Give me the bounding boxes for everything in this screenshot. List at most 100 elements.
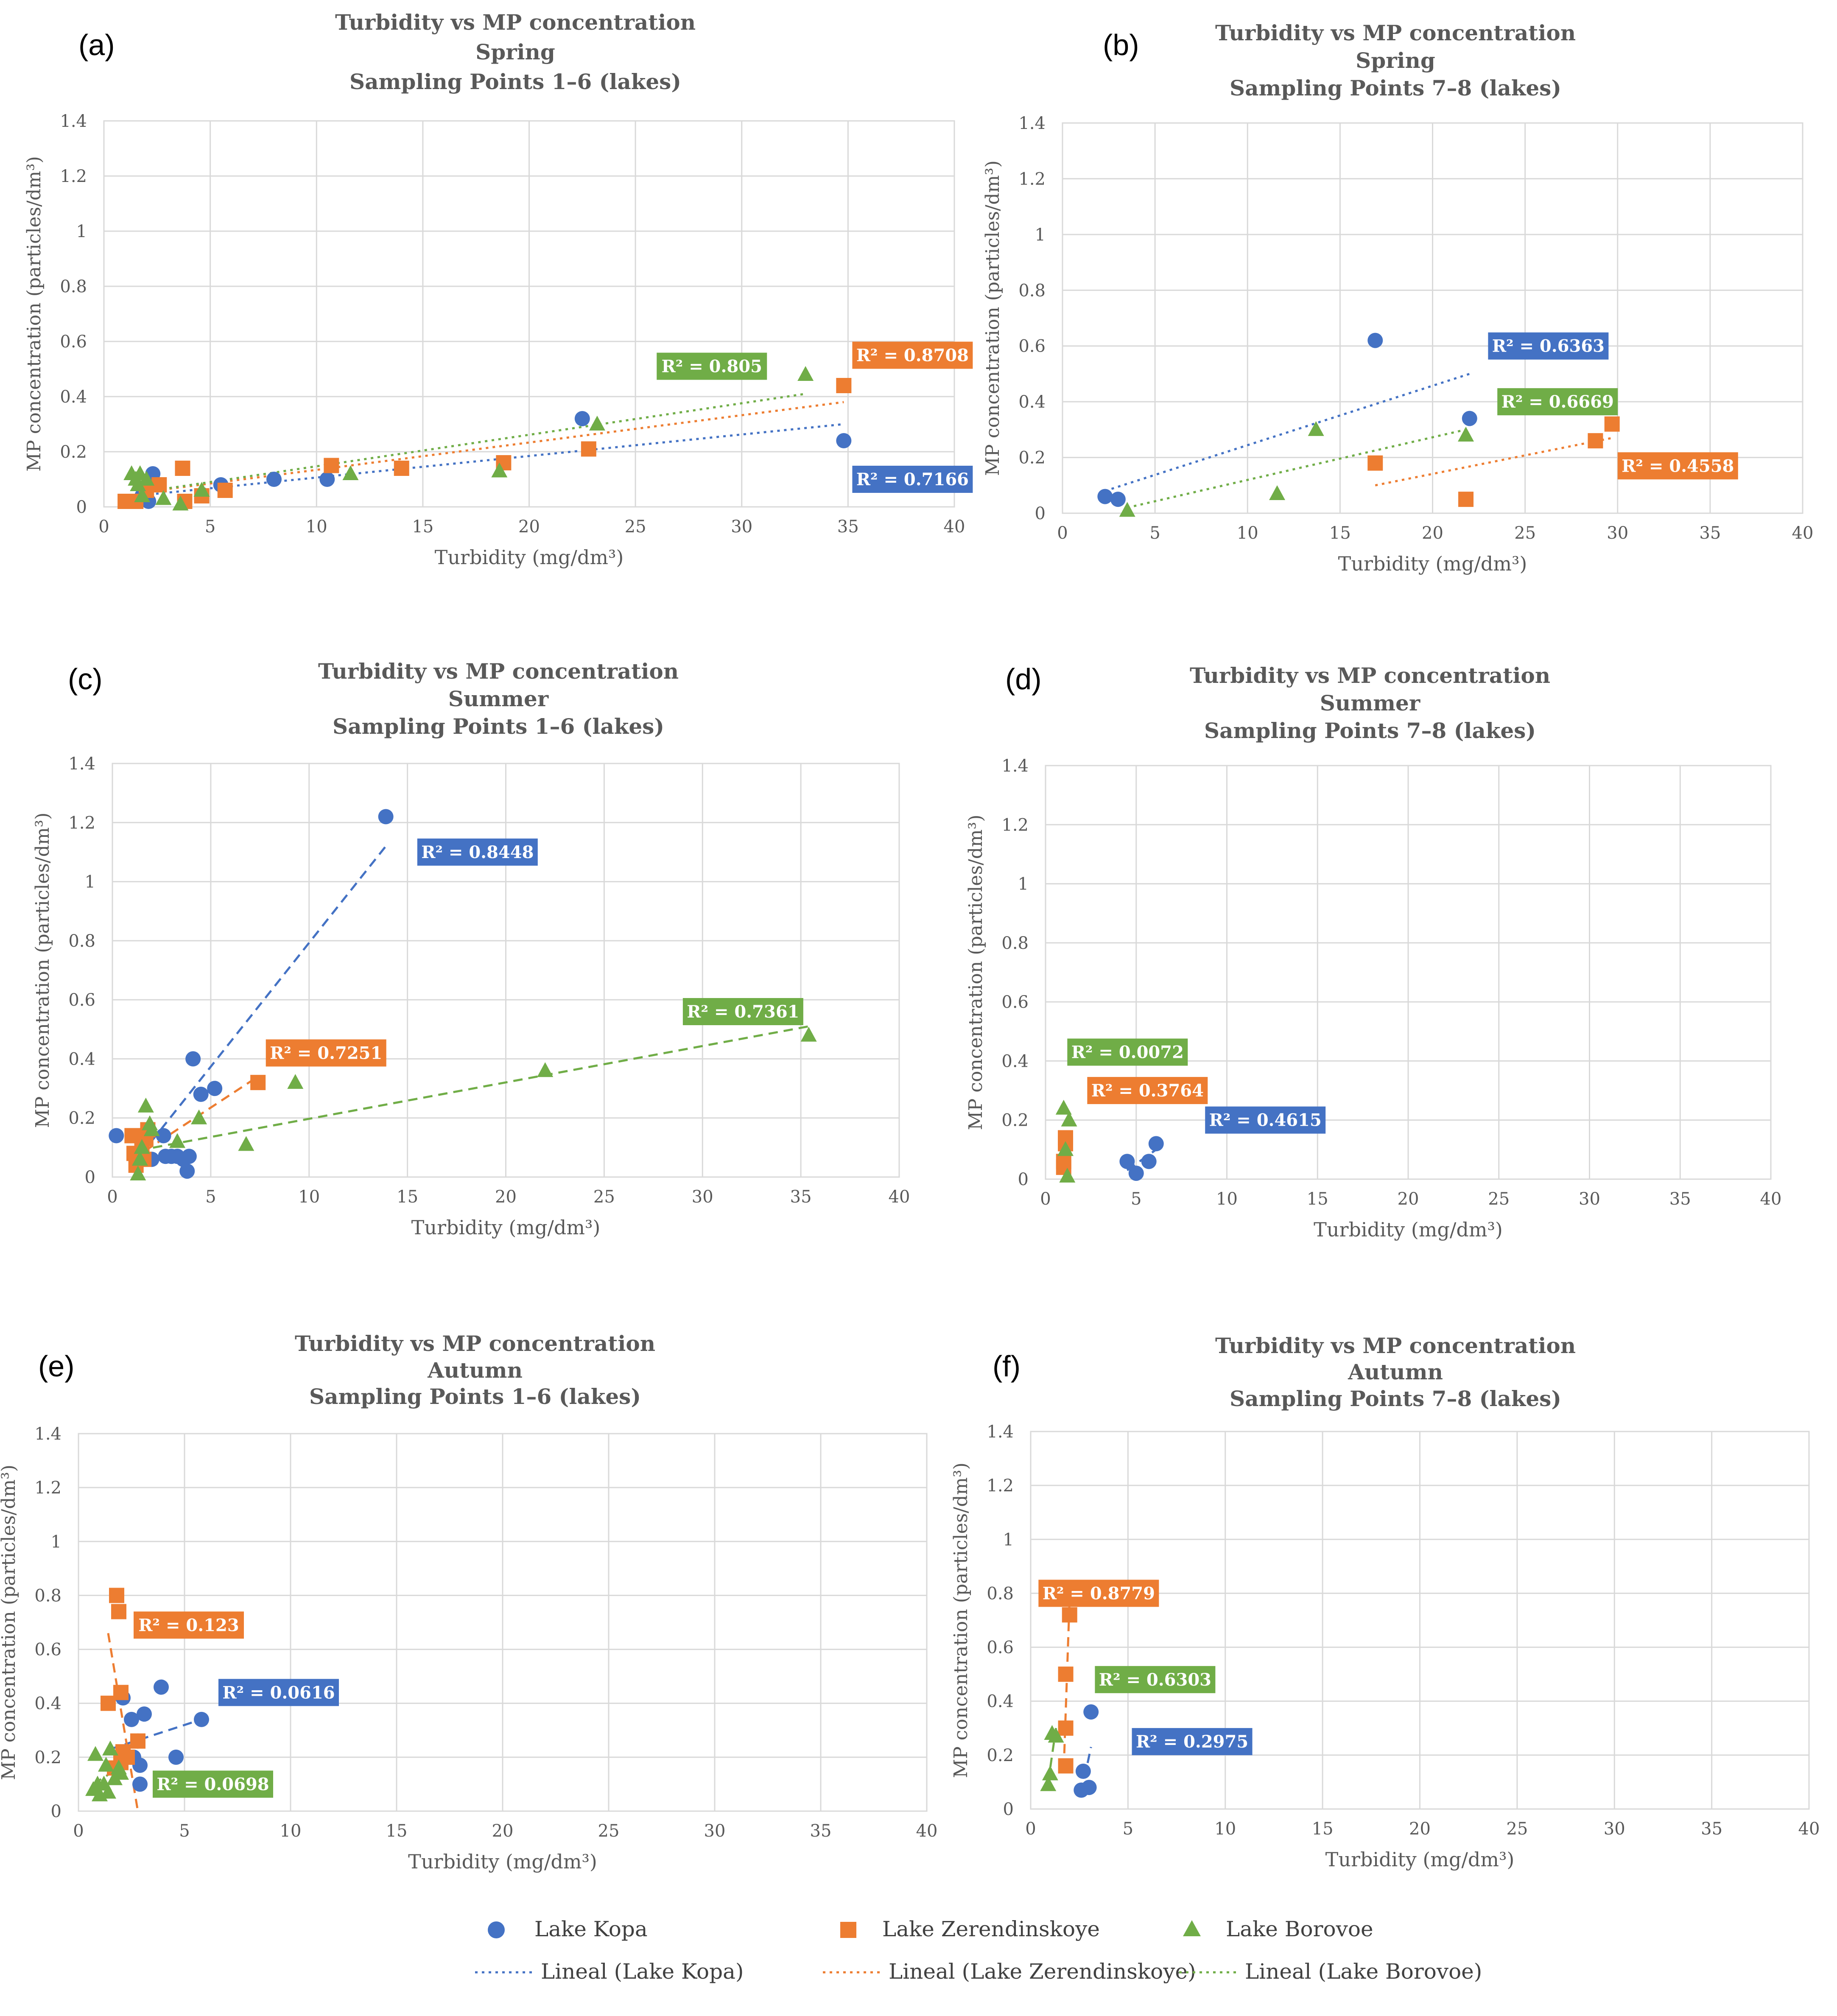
trendline-kopa: [135, 423, 844, 497]
y-tick-label: 1: [51, 1532, 62, 1552]
x-tick-label: 15: [1307, 1189, 1328, 1209]
x-tick-label: 0: [107, 1187, 117, 1207]
point-borovoe: [1059, 1168, 1076, 1183]
r2-label-box-kopa: [218, 1679, 339, 1706]
x-tick-label: 0: [1025, 1819, 1036, 1839]
y-tick-label: 1: [76, 222, 87, 241]
x-tick-label: 30: [692, 1187, 713, 1207]
x-tick-label: 20: [518, 517, 540, 537]
point-zerendinskoye: [1058, 1666, 1074, 1682]
y-tick-label: 1.4: [987, 1422, 1014, 1442]
y-tick-label: 0.8: [1018, 281, 1046, 300]
r2-label-box-borovoe: [1497, 388, 1618, 416]
point-borovoe: [1057, 1141, 1074, 1156]
x-tick-label: 30: [704, 1821, 726, 1841]
y-tick-label: 0.4: [1018, 392, 1046, 412]
x-tick-label: 40: [1760, 1189, 1782, 1209]
r2-label-box-zerendinskoye: [134, 1611, 244, 1639]
r2-label-kopa: R² = 0.2975: [1136, 1732, 1248, 1752]
x-tick-label: 20: [1422, 523, 1443, 543]
legend-item-kopa-trend: Lineal (Lake Kopa): [475, 1959, 744, 1984]
chart-title-line: Turbidity vs MP concentration: [1215, 1333, 1576, 1358]
y-tick-label: 0.8: [60, 277, 87, 296]
point-borovoe: [98, 1756, 114, 1772]
point-zerendinskoye: [109, 1588, 124, 1603]
x-tick-label: 15: [1312, 1819, 1334, 1839]
point-kopa: [836, 433, 852, 448]
point-borovoe: [138, 471, 155, 486]
y-axis-label: MP concentration (particles/dm³): [950, 1462, 972, 1778]
x-axis-label: Turbidity (mg/dm³): [411, 1216, 601, 1239]
x-tick-label: 25: [1514, 523, 1536, 543]
trendline-zerendinskoye: [1062, 1599, 1071, 1769]
point-borovoe: [134, 487, 151, 502]
point-borovoe: [342, 465, 359, 480]
chart-panel-1: (b) Turbidity vs MP concentration SpringSa…: [982, 20, 1813, 575]
x-tick-label: 5: [1123, 1819, 1133, 1839]
legend-item-borovoe: Lake Borovoe: [1183, 1917, 1373, 1941]
point-borovoe: [130, 1166, 146, 1181]
y-tick-label: 0.4: [1001, 1051, 1029, 1071]
point-kopa: [137, 1706, 152, 1722]
x-tick-label: 10: [1237, 523, 1258, 543]
point-zerendinskoye: [111, 1604, 126, 1619]
x-tick-label: 15: [386, 1821, 408, 1841]
y-axis-label: MP concentration (particles/dm³): [32, 813, 53, 1128]
r2-label-kopa: R² = 0.8448: [421, 842, 534, 862]
point-borovoe: [87, 1746, 103, 1761]
chart-panel-5: (f) Turbidity vs MP concentrationAutumnSa…: [950, 1333, 1820, 1871]
panel-label: (a): [78, 28, 115, 62]
point-zerendinskoye: [1458, 492, 1474, 507]
point-borovoe: [169, 1133, 186, 1148]
point-zerendinskoye: [1058, 1720, 1074, 1736]
chart-title-line: Summer: [448, 686, 549, 711]
y-tick-label: 0.8: [1001, 934, 1029, 953]
r2-label-zerendinskoye: R² = 0.8708: [856, 346, 969, 366]
point-borovoe: [1458, 427, 1474, 442]
chart-title-line: Turbidity vs MP concentration: [1215, 20, 1576, 45]
r2-label-zerendinskoye: R² = 0.7251: [270, 1043, 382, 1063]
x-tick-label: 25: [1506, 1819, 1528, 1839]
chart-panel-3: (d) Turbidity vs MP concentration SummerSa…: [965, 663, 1781, 1241]
point-kopa: [156, 1128, 171, 1144]
r2-label-kopa: R² = 0.0616: [222, 1683, 335, 1703]
y-tick-label: 0.4: [60, 387, 87, 407]
r2-label-box-borovoe: [682, 998, 803, 1025]
point-borovoe: [130, 476, 146, 491]
x-tick-label: 5: [1149, 523, 1160, 543]
y-tick-label: 1.2: [987, 1476, 1014, 1496]
x-tick-label: 35: [790, 1187, 812, 1207]
chart-title-line: Spring: [1356, 48, 1435, 73]
point-borovoe: [1061, 1111, 1077, 1127]
chart-title-line: Sampling Points 1–6 (lakes): [333, 714, 664, 739]
trendline-kopa: [110, 1718, 202, 1750]
r2-label-kopa: R² = 0.7166: [856, 470, 969, 489]
y-tick-label: 0.4: [68, 1049, 95, 1069]
y-tick-label: 0.6: [1001, 993, 1029, 1012]
y-tick-label: 1.2: [34, 1478, 62, 1498]
y-axis-label: MP concentration (particles/dm³): [0, 1465, 20, 1780]
r2-label-box-borovoe: [657, 352, 767, 380]
r2-label-box-zerendinskoye: [852, 341, 973, 369]
r2-label-borovoe: R² = 0.0072: [1071, 1043, 1184, 1063]
chart-title-line: Turbidity vs MP concentration: [318, 659, 679, 684]
x-tick-label: 5: [205, 1187, 216, 1207]
point-zerendinskoye: [836, 378, 852, 393]
x-tick-label: 10: [1214, 1819, 1236, 1839]
point-kopa: [179, 1163, 195, 1179]
y-tick-label: 0.6: [34, 1640, 62, 1660]
chart-title-line: Turbidity vs MP concentration: [295, 1331, 655, 1356]
point-borovoe: [537, 1062, 554, 1077]
panel-label: (e): [38, 1350, 75, 1383]
point-borovoe: [113, 1765, 129, 1780]
point-kopa: [1119, 1154, 1135, 1169]
point-borovoe: [287, 1074, 304, 1089]
point-zerendinskoye: [250, 1075, 266, 1090]
x-tick-label: 35: [1701, 1819, 1722, 1839]
chart-panels: (a) Turbidity vs MP concentration Spring Sa…: [0, 10, 1820, 1873]
point-zerendinskoye: [113, 1685, 129, 1700]
chart-title-line: Sampling Points 1–6 (lakes): [350, 69, 681, 94]
r2-label-borovoe: R² = 0.0698: [157, 1774, 269, 1794]
chart-title-line: Sampling Points 7–8 (lakes): [1230, 1386, 1561, 1411]
